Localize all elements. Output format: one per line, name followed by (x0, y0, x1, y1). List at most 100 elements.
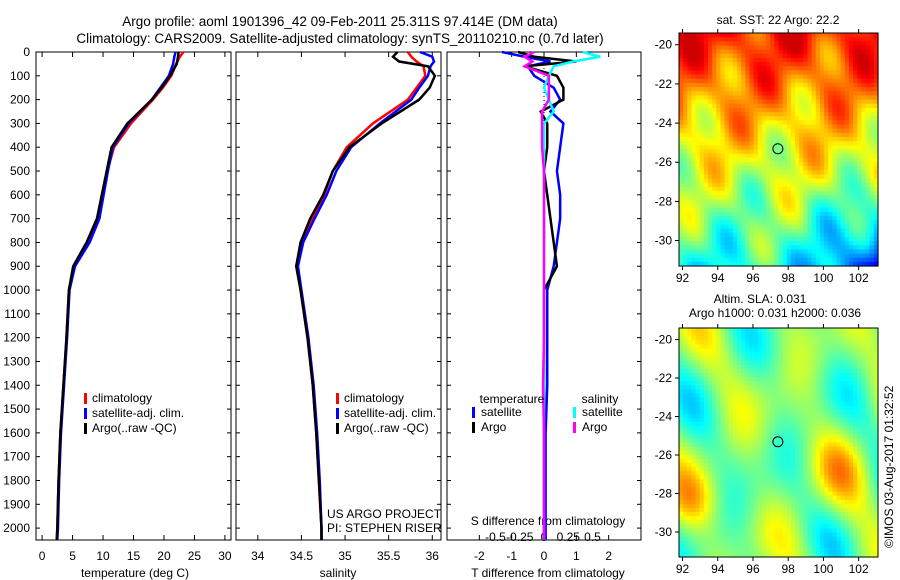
map-cell (720, 487, 726, 493)
map-cell (757, 82, 763, 88)
map-cell (832, 103, 838, 109)
map-cell (728, 128, 734, 134)
map-cell (691, 540, 697, 546)
map-cell (712, 524, 717, 529)
map-cell (708, 116, 713, 121)
map-cell (857, 99, 863, 105)
map-cell (757, 99, 763, 105)
map-cell (811, 211, 817, 217)
map-cell (728, 462, 734, 468)
map-cell (741, 348, 746, 354)
map-cell (790, 356, 796, 362)
map-cell (695, 228, 701, 234)
map-cell (757, 87, 763, 92)
map-cell (782, 103, 788, 109)
map-cell (732, 95, 738, 101)
legend-swatch (573, 407, 576, 418)
map-cell (782, 45, 788, 51)
map-cell (720, 507, 726, 513)
map-cell (761, 328, 767, 333)
map-cell (819, 426, 825, 431)
map-cell (782, 377, 788, 382)
map-cell (811, 450, 817, 456)
map-cell (687, 253, 693, 259)
map-cell (869, 195, 875, 201)
map-cell (857, 191, 863, 196)
map-cell (807, 516, 813, 521)
map-cell (811, 540, 817, 546)
map-cell (861, 33, 867, 38)
map-cell (703, 458, 709, 464)
map-cell (782, 442, 788, 448)
map-cell (790, 245, 796, 250)
map-cell (679, 145, 684, 151)
map-cell (720, 454, 726, 460)
map-cell (795, 166, 800, 171)
map-cell (819, 199, 825, 205)
map-cell (786, 458, 792, 464)
map-cell (720, 528, 726, 534)
map-cell (679, 360, 684, 366)
map-cell (720, 99, 726, 105)
map-cell (782, 216, 788, 221)
map-cell (712, 409, 717, 415)
map-cell (724, 216, 730, 221)
map-cell (815, 232, 821, 238)
map-cell (761, 116, 767, 121)
map-cell (807, 141, 813, 146)
map-cell (761, 145, 767, 151)
map-cell (807, 178, 813, 184)
map-cell (790, 377, 796, 382)
map-cell (770, 66, 775, 72)
map-cell (699, 228, 705, 234)
map-cell (687, 397, 693, 403)
map-cell (799, 389, 804, 395)
map-cell (753, 385, 759, 390)
map-cell (695, 438, 701, 444)
map-cell (795, 261, 800, 267)
map-cell (695, 241, 701, 246)
map-cell (737, 62, 742, 67)
map-cell (741, 471, 746, 476)
map-cell (728, 368, 734, 374)
map-cell (699, 157, 705, 163)
map-cell (695, 141, 701, 146)
map-cell (761, 422, 767, 427)
map-cell (811, 182, 817, 188)
map-cell (786, 479, 792, 484)
map-cell (803, 161, 809, 167)
map-cell (741, 203, 746, 209)
map-cell (786, 66, 792, 72)
map-cell (861, 91, 867, 97)
map-cell (753, 95, 759, 101)
map-cell (716, 413, 722, 419)
map-cell (749, 53, 755, 59)
map-cell (803, 368, 809, 374)
map-cell (683, 389, 688, 395)
map-cell (691, 99, 697, 105)
map-cell (873, 137, 879, 142)
map-cell (757, 364, 763, 370)
map-cell (716, 261, 722, 267)
map-cell (691, 91, 697, 97)
map-cell (766, 95, 771, 101)
map-cell (795, 397, 800, 403)
map-cell (699, 430, 705, 435)
map-cell (803, 87, 809, 92)
map-cell (708, 161, 713, 167)
map-cell (753, 166, 759, 171)
map-cell (853, 141, 858, 146)
map-cell (720, 253, 726, 259)
map-cell (753, 438, 759, 444)
map-cell (778, 103, 784, 109)
map-cell (795, 507, 800, 513)
map-cell (774, 479, 780, 484)
map-cell (790, 483, 796, 489)
map-cell (819, 446, 825, 452)
map-cell (703, 495, 709, 501)
series-temperature-climatology (55, 51, 185, 541)
map-cell (807, 352, 813, 358)
map-cell (770, 236, 775, 242)
map-cell (732, 149, 738, 155)
map-cell (786, 207, 792, 213)
